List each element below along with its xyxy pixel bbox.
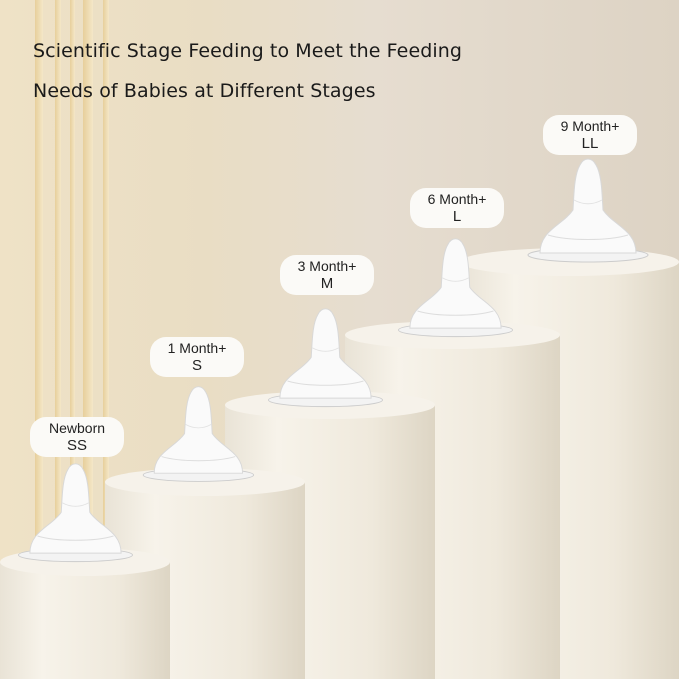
stage-label: 6 Month+ L bbox=[410, 188, 504, 228]
nipple-4 bbox=[527, 158, 649, 263]
stage-age: 9 Month+ bbox=[560, 118, 620, 134]
nipple-2 bbox=[267, 308, 383, 408]
stage-size: LL bbox=[581, 135, 599, 152]
nipple-3 bbox=[397, 238, 513, 338]
stage-label: 9 Month+ LL bbox=[543, 115, 637, 155]
stage-size: SS bbox=[66, 437, 87, 454]
headline-line-1: Scientific Stage Feeding to Meet the Fee… bbox=[33, 40, 463, 62]
pillar bbox=[0, 548, 170, 679]
decorative-stripes bbox=[35, 0, 115, 679]
stage-age: 6 Month+ bbox=[427, 191, 487, 207]
stage-age: 3 Month+ bbox=[297, 258, 357, 274]
stage-age: Newborn bbox=[48, 420, 106, 436]
stage-size: S bbox=[191, 357, 202, 374]
nipple-0 bbox=[17, 463, 133, 563]
stage-label: 3 Month+ M bbox=[280, 255, 374, 295]
stage-label: 1 Month+ S bbox=[150, 337, 244, 377]
stage-label: Newborn SS bbox=[30, 417, 124, 457]
headline-line-2: Needs of Babies at Different Stages bbox=[33, 80, 376, 102]
stage-age: 1 Month+ bbox=[167, 340, 227, 356]
stage-size: M bbox=[320, 275, 334, 292]
nipple-1 bbox=[142, 386, 254, 482]
stage-size: L bbox=[452, 208, 462, 225]
